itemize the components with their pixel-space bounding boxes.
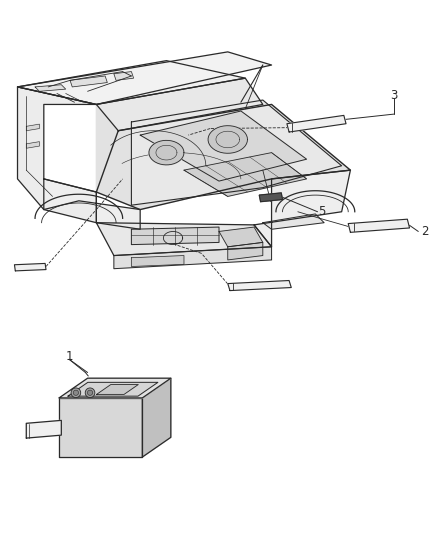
Polygon shape	[348, 219, 410, 232]
Polygon shape	[142, 378, 171, 457]
Polygon shape	[263, 214, 324, 229]
Polygon shape	[68, 382, 158, 396]
Polygon shape	[26, 421, 61, 438]
Polygon shape	[96, 384, 138, 394]
Circle shape	[71, 388, 81, 398]
Polygon shape	[59, 378, 171, 398]
Polygon shape	[131, 255, 184, 266]
Polygon shape	[219, 227, 263, 247]
Polygon shape	[96, 78, 263, 131]
Polygon shape	[114, 71, 134, 80]
Polygon shape	[254, 170, 350, 247]
Polygon shape	[114, 247, 272, 269]
Polygon shape	[18, 87, 96, 223]
Polygon shape	[18, 52, 272, 104]
Polygon shape	[14, 263, 46, 271]
Polygon shape	[228, 243, 263, 260]
Polygon shape	[140, 111, 307, 181]
Text: 3: 3	[391, 89, 398, 102]
Polygon shape	[131, 227, 219, 245]
Polygon shape	[228, 280, 291, 290]
Circle shape	[73, 390, 78, 395]
Polygon shape	[259, 193, 283, 201]
Polygon shape	[96, 223, 272, 255]
Polygon shape	[70, 76, 107, 87]
Polygon shape	[44, 179, 140, 229]
Text: 1: 1	[65, 350, 73, 363]
Polygon shape	[208, 126, 247, 154]
Polygon shape	[184, 152, 307, 197]
Polygon shape	[96, 104, 350, 209]
Polygon shape	[18, 61, 245, 104]
Text: 2: 2	[421, 225, 429, 238]
Polygon shape	[26, 142, 39, 148]
Circle shape	[88, 390, 93, 395]
Circle shape	[85, 388, 95, 398]
Polygon shape	[59, 398, 142, 457]
Polygon shape	[131, 100, 342, 205]
Polygon shape	[35, 85, 66, 91]
Polygon shape	[26, 124, 39, 131]
Polygon shape	[149, 140, 184, 165]
Text: 5: 5	[318, 205, 325, 218]
Polygon shape	[287, 115, 346, 132]
